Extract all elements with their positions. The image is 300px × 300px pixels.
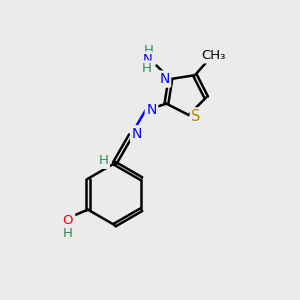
Text: CH₃: CH₃ [201, 49, 226, 62]
Text: H: H [144, 44, 154, 57]
Text: S: S [191, 109, 201, 124]
Text: N: N [143, 53, 152, 66]
Text: N: N [132, 127, 142, 141]
Text: H: H [141, 62, 151, 75]
Text: N: N [159, 72, 170, 86]
Text: H: H [98, 154, 108, 167]
Text: N: N [146, 103, 157, 117]
Text: H: H [62, 227, 72, 240]
Text: O: O [62, 214, 73, 227]
